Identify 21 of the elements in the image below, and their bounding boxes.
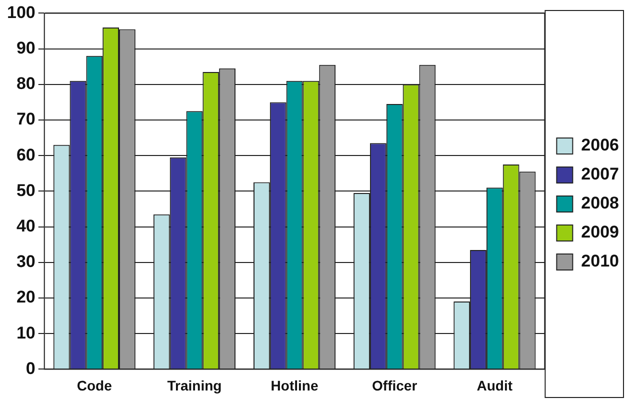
y-tick-label: 80	[16, 74, 36, 94]
y-tick-label: 100	[6, 2, 36, 22]
y-tick-label: 60	[16, 145, 36, 164]
y-tick-label: 70	[16, 110, 36, 129]
x-tick-label: Training	[167, 377, 222, 394]
legend-label: 2010	[581, 252, 620, 271]
legend-label: 2009	[581, 222, 620, 242]
y-tick-label: 50	[16, 180, 36, 200]
legend-label: 2006	[581, 136, 620, 155]
legend-label: 2007	[581, 164, 620, 184]
y-tick-label: 40	[16, 216, 36, 236]
y-tick-label: 30	[16, 252, 36, 272]
x-tick-label: Audit	[476, 377, 513, 394]
x-tick-label: Code	[76, 377, 112, 394]
x-tick-label: Officer	[372, 377, 418, 394]
x-tick-label: Hotline	[270, 377, 318, 394]
legend-label: 2008	[581, 194, 620, 213]
y-tick-label: 90	[16, 38, 36, 58]
y-tick-label: 10	[16, 323, 36, 342]
y-tick-label: 0	[26, 358, 36, 378]
y-tick-label: 20	[16, 288, 36, 307]
